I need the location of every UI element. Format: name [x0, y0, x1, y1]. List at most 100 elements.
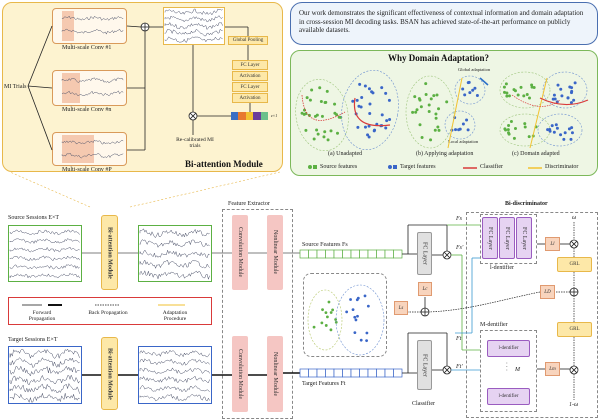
feature-dot: [307, 113, 311, 117]
feature-cell: [342, 368, 352, 378]
feature-dot: [436, 125, 440, 129]
recalibrated-label: Re-calibrated MI trials: [176, 137, 214, 149]
feature-dot: [349, 298, 352, 301]
feature-dot: [554, 123, 558, 127]
legend-forward: Forward Propagation: [28, 310, 56, 322]
legend-target: Target features: [400, 164, 436, 170]
feature-dot: [432, 94, 436, 98]
feature-dot: [366, 304, 370, 308]
feature-dot: [475, 94, 479, 98]
feature-dot: [503, 90, 507, 94]
feature-dot: [353, 315, 357, 319]
feature-dot: [457, 128, 461, 132]
feature-dot: [367, 87, 371, 91]
ll-loss: Ll: [545, 237, 560, 251]
feature-dot: [380, 113, 384, 117]
caption-b: (b) Applying adaptation: [416, 151, 474, 157]
feature-dot: [523, 122, 527, 126]
nonlinear-module: Nonlinear Module: [267, 336, 283, 412]
l-dentifier-box: [480, 214, 537, 264]
arrow-line: [479, 77, 489, 86]
feature-dot: [570, 86, 574, 90]
feature-dot: [388, 117, 392, 121]
feature-cell: [359, 249, 369, 259]
feature-dot: [363, 294, 367, 298]
arrow-line: [189, 112, 197, 120]
one-minus-omega-label: 1-ω: [569, 402, 579, 408]
feature-dot: [320, 321, 324, 325]
feature-dot: [552, 93, 556, 97]
legend-classifier: Classifier: [480, 164, 503, 170]
arrow-line: [126, 25, 142, 28]
conv-module: Convolution Module: [232, 336, 248, 412]
weight-cell: [245, 112, 254, 120]
eeg-signal: [9, 382, 80, 394]
eeg-signal: [164, 21, 223, 31]
eeg-signal: [9, 264, 80, 270]
feature-dot: [569, 91, 573, 95]
feature-dot: [505, 94, 509, 98]
eeg-signal: [61, 15, 124, 21]
weight-cell: [231, 112, 239, 120]
feature-dot: [419, 105, 423, 109]
feature-cell: [316, 368, 326, 378]
feature-dot: [427, 103, 431, 107]
feature-cell: [325, 368, 335, 378]
eeg-signal: [139, 367, 210, 375]
feature-dot: [429, 138, 433, 142]
disc-fc-layer: FC Layer: [482, 217, 498, 259]
eeg-signal: [9, 272, 80, 279]
cluster-outline: [499, 71, 551, 109]
legend-adaptation: Adaptation Procedure: [162, 310, 188, 322]
arrow-line: [529, 77, 548, 149]
feature-dot: [358, 82, 362, 86]
cluster-outline: [454, 75, 486, 105]
eeg-signal: [139, 228, 210, 238]
feature-dot: [385, 119, 389, 123]
feature-dot: [512, 88, 516, 92]
feature-dot: [570, 126, 574, 130]
eeg-signal: [139, 393, 210, 402]
feature-dot: [414, 110, 418, 114]
weight-cell: [260, 112, 269, 120]
feature-dot: [433, 128, 437, 132]
cluster-outline: [295, 78, 349, 152]
feature-dot: [360, 95, 364, 99]
feature-dot: [530, 85, 534, 89]
cluster-outline: [444, 110, 476, 140]
feature-cell: [376, 249, 386, 259]
fc-layer: FC Layer: [232, 82, 268, 92]
feature-dot: [437, 107, 441, 111]
feature-dot: [434, 116, 438, 120]
target-recalibrated-eeg: [138, 346, 212, 404]
feature-dot: [334, 318, 338, 321]
target-sessions-label: Target Sessions E×T: [8, 337, 58, 343]
feature-dot: [345, 310, 349, 314]
feature-dot: [516, 93, 520, 97]
lc-loss: Lc: [418, 282, 432, 296]
m-dentifier-box: [480, 330, 537, 412]
activation: Activation: [232, 71, 268, 81]
feature-dot: [570, 131, 574, 135]
eeg-signal: [9, 365, 80, 377]
feature-dot: [525, 92, 529, 96]
eeg-signal: [139, 358, 210, 366]
feature-dot: [513, 127, 517, 131]
feature-dot: [551, 97, 555, 101]
legend-back: Back Propagation: [88, 310, 128, 316]
feature-cell: [308, 249, 318, 259]
conv-label: Multi-scale Conv #P: [62, 167, 112, 173]
feature-dot: [318, 86, 322, 90]
summary-text: Our work demonstrates the significant ef…: [290, 2, 598, 45]
feature-cell: [350, 368, 360, 378]
feature-dot: [329, 129, 333, 133]
feature-dot: [512, 136, 516, 140]
source-sessions-label: Source Sessions E×T: [8, 215, 60, 221]
feature-dot: [384, 126, 388, 130]
feature-dot: [417, 97, 421, 101]
cluster-outline: [537, 113, 583, 147]
feature-dot: [467, 80, 471, 84]
why-da-title: Why Domain Adaptation?: [388, 53, 490, 63]
feature-dot: [559, 133, 563, 137]
feature-dot: [463, 93, 467, 97]
